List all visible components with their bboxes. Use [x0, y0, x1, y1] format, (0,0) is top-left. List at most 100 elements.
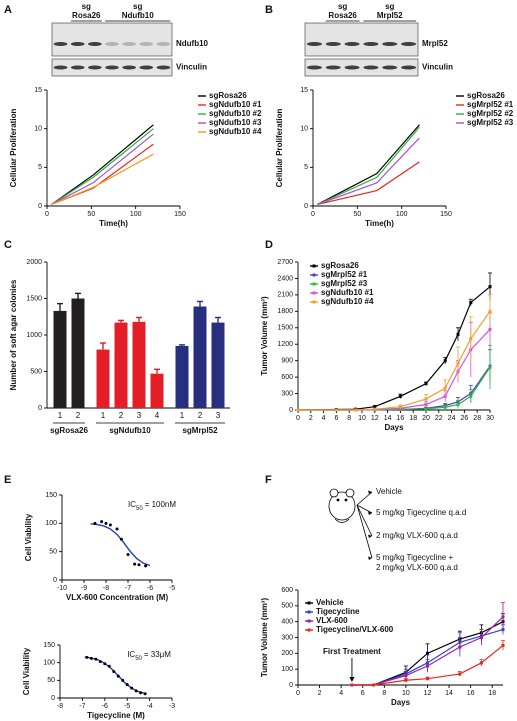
legend-marker: [312, 282, 316, 286]
arrow: [356, 504, 373, 559]
blot-band: [53, 65, 68, 70]
y-tick-label: 15: [34, 87, 42, 94]
series-line: [51, 124, 154, 205]
y-tick-label: 100: [45, 520, 57, 527]
x-tick-label: -7: [125, 585, 131, 592]
arrow-head: [368, 490, 372, 494]
x-tick-label: -7: [79, 703, 85, 710]
y-tick-label: 0: [38, 405, 42, 412]
point: [94, 657, 98, 661]
blot-band: [344, 42, 360, 46]
point: [443, 386, 447, 390]
series-line: [51, 153, 154, 206]
x-tick-label: -8: [57, 703, 63, 710]
point: [425, 664, 429, 668]
y-tick-label: 1000: [26, 332, 42, 339]
point: [112, 670, 116, 673]
x-tick-label: 16: [397, 415, 405, 422]
row-label: Mrpl52: [422, 39, 448, 48]
x-tick-label: 1: [101, 411, 106, 420]
point: [469, 337, 473, 341]
y-tick-label: 1500: [277, 325, 293, 332]
x-tick-label: 3: [216, 411, 221, 420]
point: [350, 683, 354, 687]
point: [107, 664, 111, 668]
point: [488, 309, 492, 313]
blot-band: [53, 42, 68, 46]
group-prefix: sg: [133, 2, 142, 11]
y-tick-label: 15: [300, 87, 308, 94]
y-tick-label: 1800: [277, 308, 293, 315]
group-label: sgNdufb10: [109, 426, 151, 435]
blot-band: [363, 65, 379, 70]
ic50-text: IC: [127, 650, 135, 659]
blot-band: [139, 42, 154, 46]
bar: [96, 349, 110, 408]
point: [501, 615, 505, 619]
legend-label: sgMrpl52 #3: [321, 279, 368, 288]
x-tick-label: 2: [198, 411, 203, 420]
point: [143, 692, 147, 696]
x-tick-label: -4: [146, 703, 152, 710]
series-line: [317, 137, 420, 206]
panel-letter: E: [4, 474, 11, 486]
y-tick-label: 500: [281, 603, 293, 610]
point: [144, 564, 148, 568]
y-tick-label: 500: [30, 368, 42, 375]
legend-label: sgRosa26: [209, 91, 247, 100]
legend-label: sgNdufb10 #1: [209, 100, 262, 109]
y-tick-label: 600: [281, 587, 293, 594]
x-tick-label: 3: [137, 411, 142, 420]
x-tick-label: 26: [461, 415, 469, 422]
y-tick-label: 2000: [26, 259, 42, 266]
x-tick-label: 30: [486, 415, 494, 422]
point: [104, 521, 108, 525]
point: [479, 636, 483, 639]
arrow-head: [368, 511, 372, 515]
arrow-head: [368, 556, 372, 560]
x-tick-label: 4: [155, 411, 160, 420]
point: [334, 408, 338, 412]
point: [85, 655, 89, 659]
legend-marker: [312, 264, 316, 268]
point: [116, 674, 120, 678]
point: [125, 683, 129, 687]
series-line: [298, 329, 491, 411]
ic50-subscript: 50: [135, 656, 142, 662]
panel-letter: C: [4, 239, 12, 251]
blot-band: [70, 65, 85, 70]
bar: [53, 310, 67, 408]
x-tick-label: 100: [396, 211, 408, 218]
bar: [193, 306, 207, 408]
y-tick-label: 150: [43, 642, 55, 649]
blot-band: [382, 65, 398, 70]
y-tick-label: 300: [281, 390, 293, 397]
legend-label: sgNdufb10 #3: [209, 118, 262, 127]
point: [98, 660, 102, 664]
point: [121, 678, 125, 682]
point: [398, 394, 402, 398]
y-tick-label: 5: [304, 164, 308, 171]
point: [373, 407, 377, 411]
blot-band: [382, 42, 398, 46]
point: [404, 674, 408, 677]
legend-marker: [307, 628, 311, 632]
blot-band: [105, 42, 119, 46]
y-tick-label: 100: [43, 660, 55, 667]
point: [456, 361, 460, 365]
legend-marker: [307, 610, 311, 614]
group-prefix: sg: [338, 2, 347, 11]
series-line: [51, 133, 154, 205]
blot-band: [139, 65, 154, 70]
fit-curve: [84, 656, 146, 695]
point: [126, 553, 130, 556]
point: [469, 394, 473, 398]
bar: [71, 298, 85, 408]
fit-curve: [90, 523, 151, 567]
blot-row: [304, 58, 419, 77]
y-axis-label: Cell Viability: [24, 513, 33, 561]
arrow: [356, 504, 373, 537]
x-tick-label: 1: [58, 411, 63, 420]
x-tick-label: 14: [384, 415, 392, 422]
